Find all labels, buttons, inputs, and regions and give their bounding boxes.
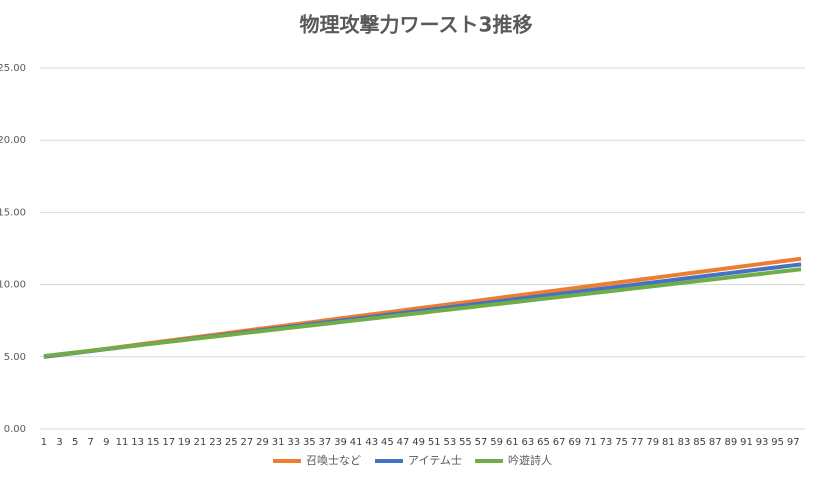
y-tick-label: 20.00 [0,135,26,146]
legend-label: 召喚士など [306,454,361,467]
x-tick-label: 11 [116,437,129,448]
x-tick-label: 51 [428,437,441,448]
x-tick-label: 63 [522,437,535,448]
x-tick-label: 37 [319,437,332,448]
x-tick-label: 1 [41,437,47,448]
x-tick-label: 77 [631,437,644,448]
x-tick-label: 19 [178,437,191,448]
x-tick-label: 57 [475,437,488,448]
x-tick-label: 7 [88,437,94,448]
legend-label: 吟遊詩人 [508,453,552,467]
x-tick-label: 85 [693,437,706,448]
x-tick-label: 41 [350,437,363,448]
x-tick-label: 93 [756,437,769,448]
x-tick-label: 15 [147,437,160,448]
x-tick-label: 89 [724,437,737,448]
x-tick-label: 39 [334,437,347,448]
x-tick-label: 91 [740,437,753,448]
x-tick-label: 25 [225,437,238,448]
x-tick-label: 49 [412,437,425,448]
x-tick-label: 45 [381,437,394,448]
x-tick-label: 5 [72,437,78,448]
y-tick-label: 10.00 [0,280,26,291]
x-tick-label: 83 [678,437,691,448]
x-tick-label: 53 [443,437,456,448]
y-tick-label: 15.00 [0,207,26,218]
x-tick-label: 9 [103,437,109,448]
x-tick-label: 95 [771,437,784,448]
x-tick-label: 97 [787,437,800,448]
x-tick-label: 61 [506,437,519,448]
x-tick-label: 47 [397,437,410,448]
x-tick-label: 43 [365,437,378,448]
x-tick-label: 59 [490,437,503,448]
y-tick-label: 0.00 [4,424,26,435]
x-tick-label: 21 [194,437,207,448]
y-tick-label: 5.00 [4,352,26,363]
x-tick-label: 67 [553,437,566,448]
x-tick-label: 33 [287,437,300,448]
x-tick-label: 3 [56,437,62,448]
x-tick-label: 55 [459,437,472,448]
x-tick-label: 29 [256,437,269,448]
x-tick-label: 75 [615,437,628,448]
x-tick-label: 13 [131,437,144,448]
x-tick-label: 35 [303,437,316,448]
y-tick-label: 25.00 [0,63,26,74]
x-tick-label: 23 [209,437,222,448]
x-tick-label: 17 [162,437,175,448]
x-tick-label: 73 [600,437,613,448]
x-tick-label: 81 [662,437,675,448]
legend-label: アイテム士 [408,454,462,467]
x-tick-label: 71 [584,437,597,448]
x-tick-label: 69 [568,437,581,448]
x-tick-label: 27 [240,437,253,448]
series-line [43,267,802,359]
x-tick-label: 31 [272,437,285,448]
chart-title: 物理攻撃力ワースト3推移 [300,13,533,37]
x-tick-label: 87 [709,437,722,448]
x-tick-label: 65 [537,437,550,448]
x-tick-label: 79 [646,437,659,448]
